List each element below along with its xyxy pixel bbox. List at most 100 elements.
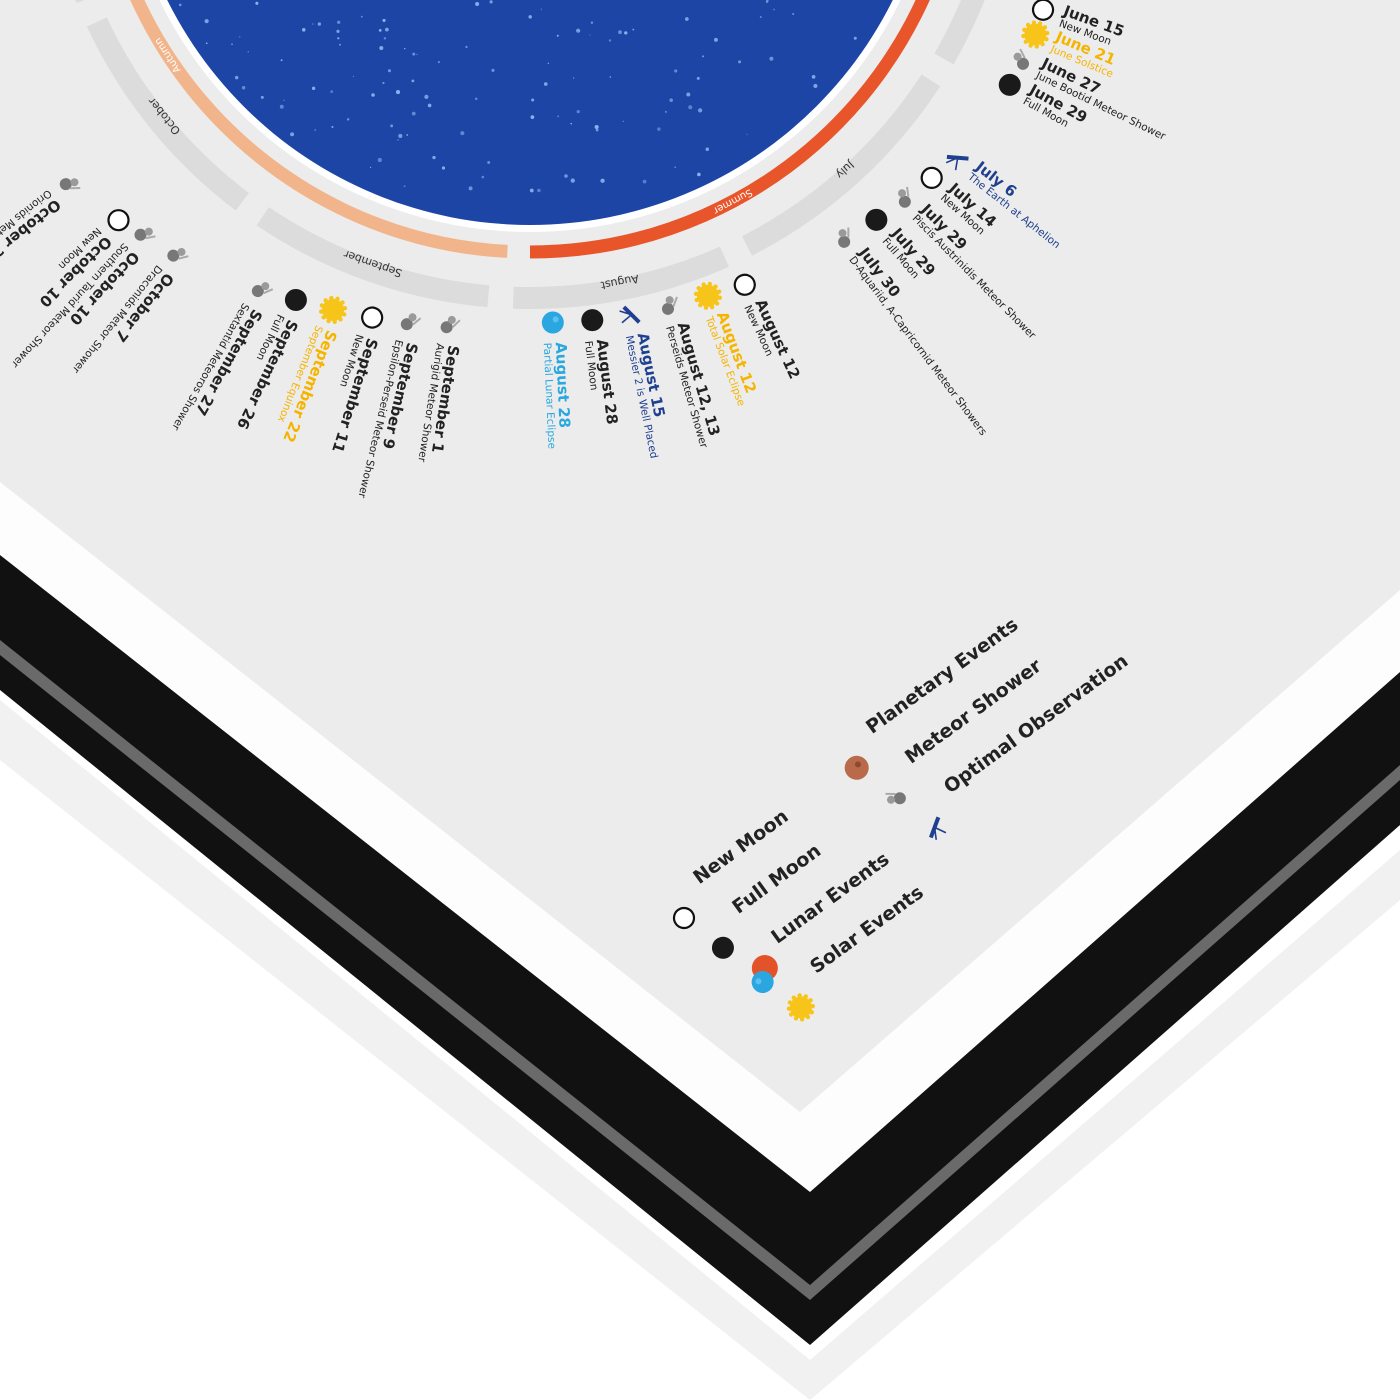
solar-ray (810, 1003, 815, 1009)
new-moon-icon (361, 306, 384, 329)
star (746, 133, 748, 135)
star (556, 34, 559, 37)
star (378, 29, 382, 32)
telescope-leg (945, 157, 959, 164)
star (738, 60, 742, 64)
lunar-texture (552, 316, 559, 323)
month-arc (512, 246, 729, 309)
solar-ray (342, 306, 348, 311)
planet-icon (844, 755, 869, 780)
star (686, 92, 691, 97)
star (387, 69, 391, 73)
star (412, 52, 416, 56)
star (346, 118, 350, 121)
star (792, 13, 795, 16)
star (813, 83, 818, 89)
star (570, 178, 575, 183)
solar-ray (1037, 21, 1043, 26)
solar-ray (788, 1012, 794, 1017)
star (241, 86, 246, 90)
event-date: August 28 (552, 342, 574, 429)
solar-ray (341, 312, 347, 317)
solar-ray (318, 309, 324, 314)
star (589, 34, 591, 36)
star (543, 82, 548, 86)
meteor-icon (838, 229, 847, 238)
star (280, 59, 283, 62)
star (769, 56, 774, 61)
month-arc (742, 74, 941, 256)
star (302, 28, 306, 32)
telescope-leg (621, 314, 633, 324)
star (441, 166, 446, 170)
solar-ray (791, 995, 797, 1000)
star (371, 93, 375, 97)
meteor-trail (1019, 48, 1026, 59)
star (432, 155, 436, 160)
star (369, 166, 372, 168)
star (773, 8, 775, 11)
meteor-icon (661, 302, 674, 315)
star (290, 132, 295, 137)
star (674, 166, 676, 169)
star (255, 1, 259, 5)
star (853, 36, 857, 40)
star (487, 161, 491, 164)
star (529, 188, 534, 193)
solar-ray (696, 285, 701, 291)
solar-ray (694, 297, 699, 303)
meteor-trail (70, 186, 81, 190)
star (664, 110, 667, 113)
month-arc (934, 0, 985, 65)
star (460, 131, 465, 136)
star (234, 75, 239, 80)
star (427, 103, 432, 108)
star (622, 120, 624, 123)
meteor-icon (838, 235, 851, 248)
solar-ray (799, 1017, 805, 1022)
star (632, 28, 635, 31)
star (491, 68, 495, 72)
star (765, 0, 769, 3)
star (528, 15, 532, 19)
meteor-icon (447, 315, 456, 324)
solar-ray (716, 289, 722, 294)
season-arc (529, 0, 930, 259)
star (594, 124, 599, 130)
meteor-trail (145, 235, 156, 240)
meteor-icon (665, 296, 674, 305)
solar-ray (1034, 44, 1040, 49)
full-moon-icon (581, 309, 604, 332)
star (489, 0, 493, 4)
sky-disk (167, 0, 893, 225)
star (642, 179, 647, 184)
solar-ray (319, 303, 325, 308)
new-moon-icon (672, 906, 696, 930)
solar-ray (698, 302, 703, 308)
star (557, 115, 559, 118)
solar-ray (713, 284, 718, 289)
solar-ray (803, 994, 808, 999)
meteor-icon (1013, 52, 1022, 61)
star (475, 1, 480, 7)
star (547, 62, 550, 65)
star (336, 20, 341, 24)
solar-ray (701, 282, 706, 287)
month-arc (86, 17, 249, 211)
star (411, 111, 416, 116)
solar-ray (703, 305, 709, 310)
star (390, 124, 394, 128)
star (339, 43, 341, 46)
full-moon-icon (711, 936, 734, 959)
full-moon-icon (865, 208, 888, 231)
star (702, 55, 704, 58)
star (406, 134, 409, 136)
new-moon-icon (733, 273, 756, 296)
solar-ray (323, 298, 328, 303)
star (377, 157, 382, 163)
meteor-icon (408, 313, 417, 322)
star (331, 125, 334, 128)
new-moon-icon (107, 209, 130, 232)
